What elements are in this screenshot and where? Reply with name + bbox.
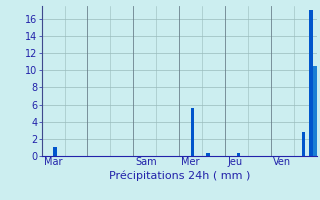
Bar — [302, 132, 305, 156]
Bar — [191, 108, 194, 156]
Bar — [237, 153, 240, 156]
Bar — [313, 66, 316, 156]
Bar — [53, 147, 57, 156]
Bar — [309, 10, 313, 156]
X-axis label: Précipitations 24h ( mm ): Précipitations 24h ( mm ) — [108, 170, 250, 181]
Bar — [206, 153, 210, 156]
